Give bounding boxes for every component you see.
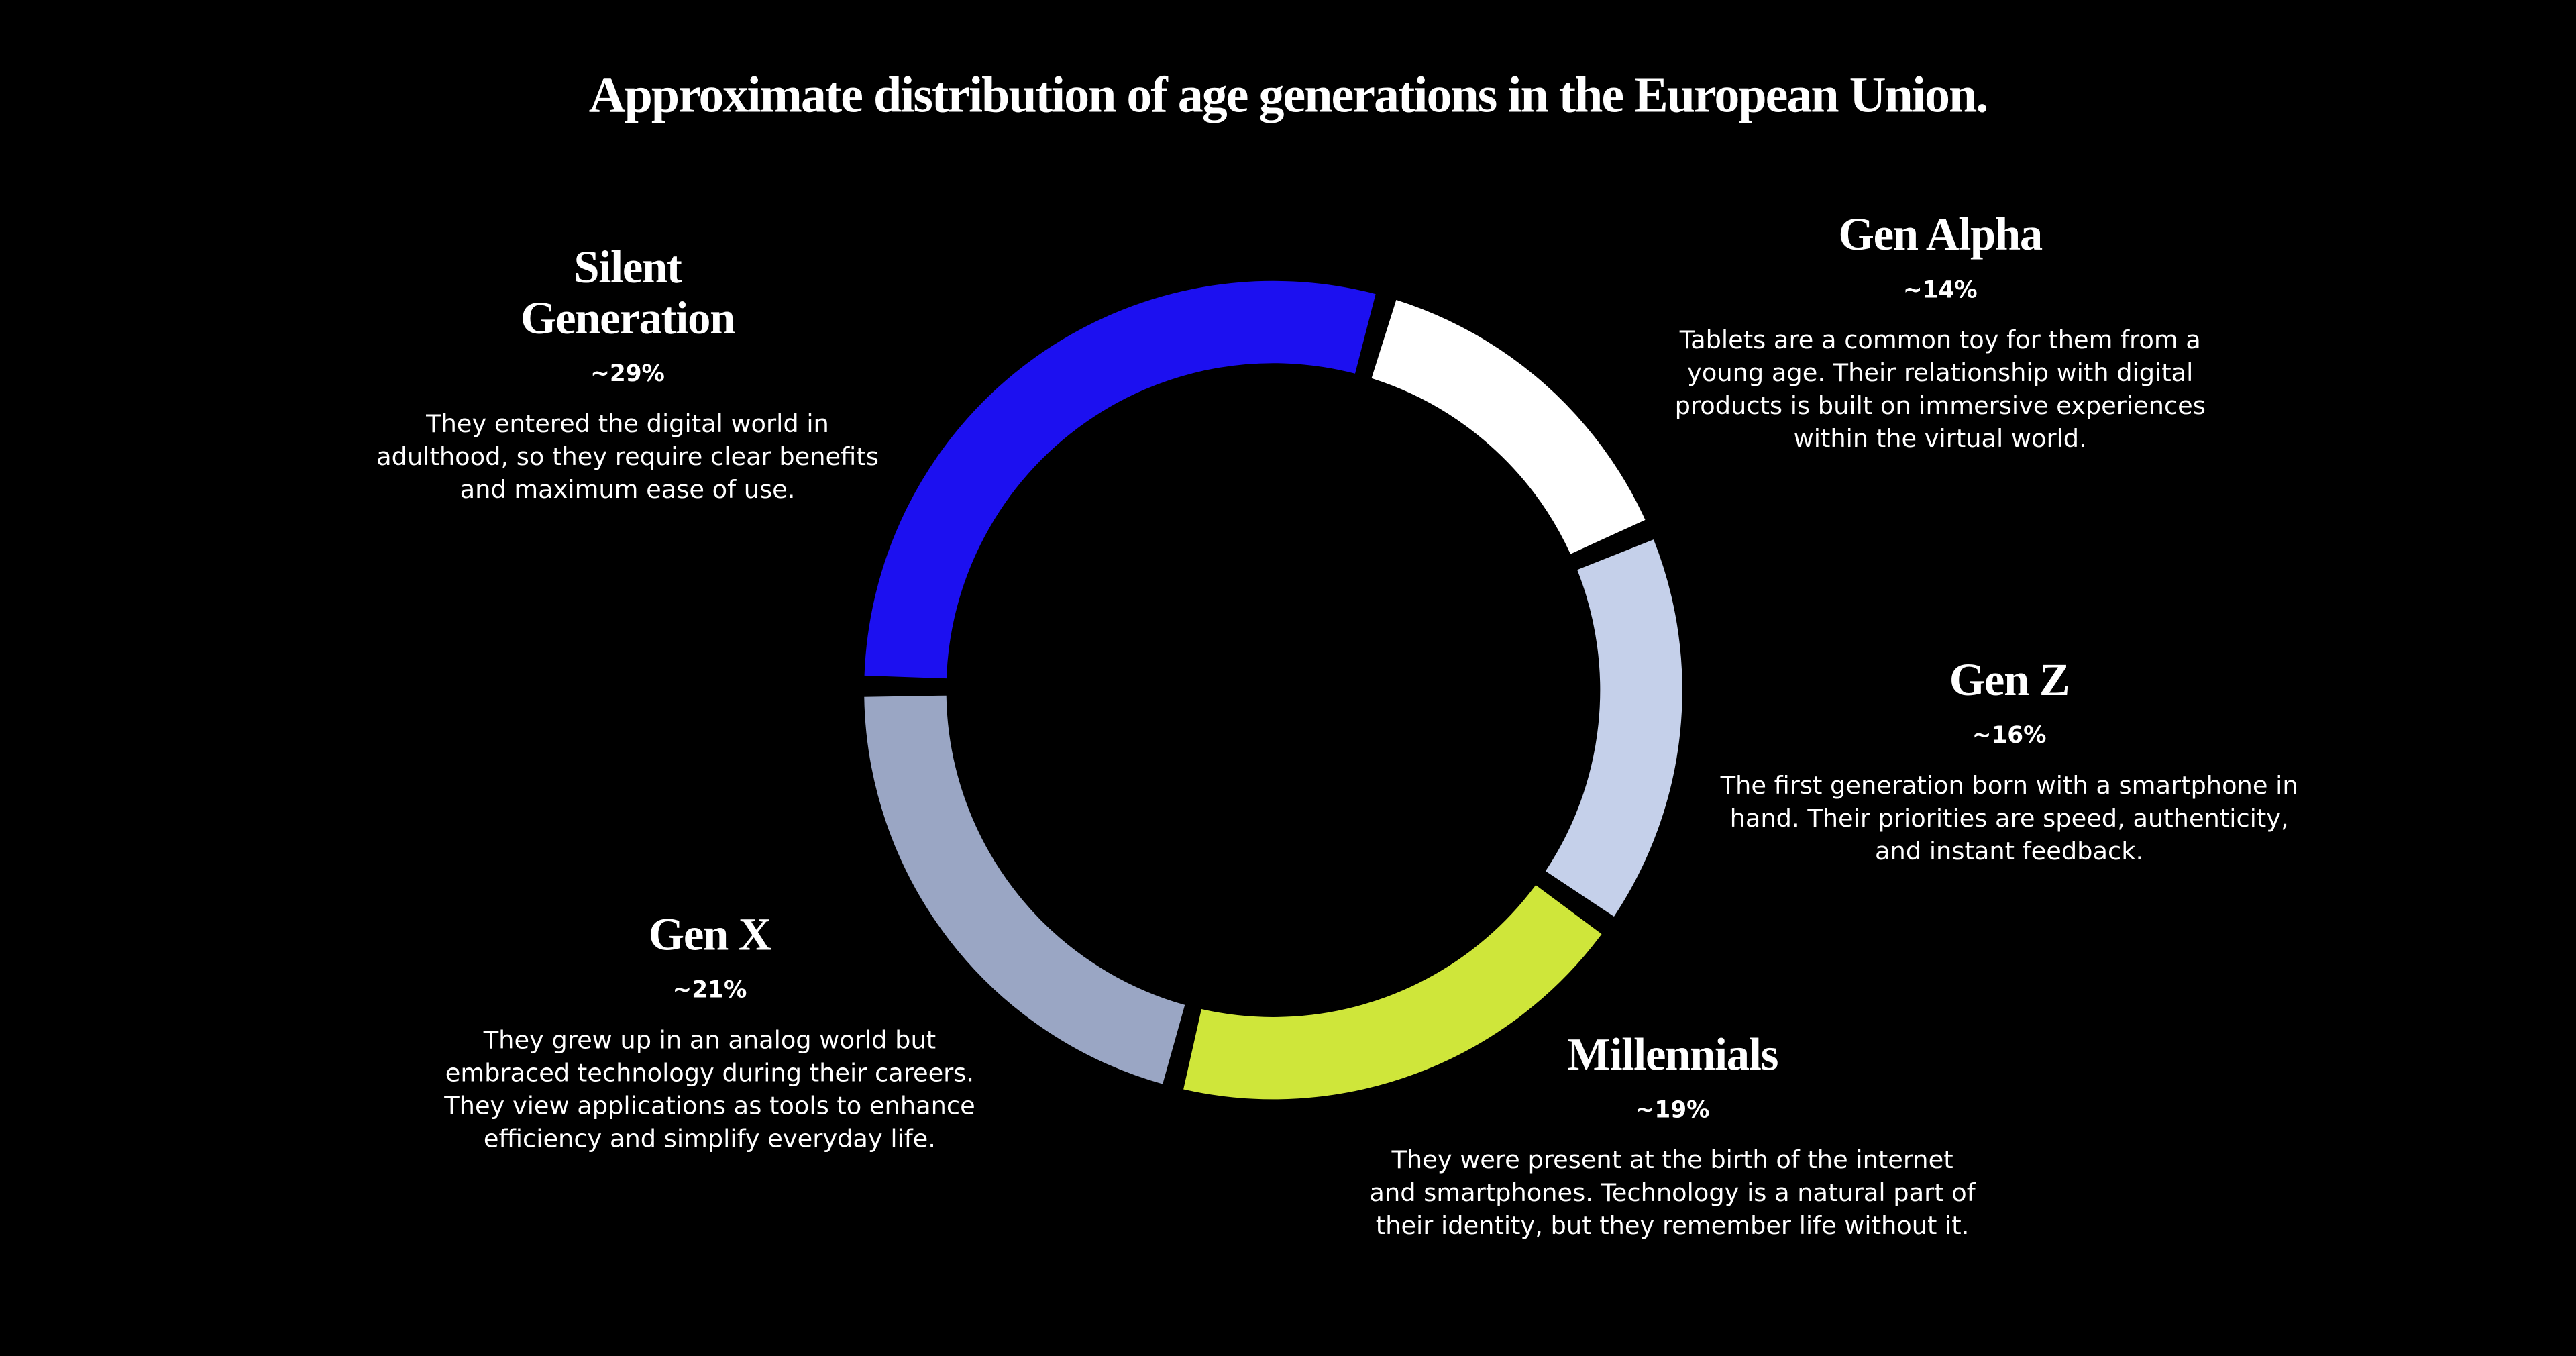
segment-label: Gen Alpha ~14% Tablets are a common toy fo… — [1653, 210, 2228, 455]
description: They grew up in an analog world but embr… — [444, 1025, 975, 1154]
description: They entered the digital world in adulth… — [376, 409, 879, 505]
category-name: Gen X — [648, 910, 772, 961]
value-label: ~14% — [1902, 277, 1978, 305]
description: Tablets are a common toy for them from a… — [1674, 325, 2206, 454]
value-label: ~29% — [590, 361, 665, 388]
donut-segment — [1371, 300, 1646, 555]
segment-label: Millennials ~19% They were present at the … — [1368, 1031, 1976, 1243]
value-label: ~16% — [1972, 723, 2047, 749]
category-name: Millennials — [1566, 1030, 1778, 1082]
description: They were present at the birth of the in… — [1369, 1145, 1976, 1241]
donut-segment — [1545, 539, 1682, 917]
category-name: Silent Generation — [520, 243, 735, 346]
segment-label: Gen X ~21% They grew up in an analog world… — [427, 910, 994, 1155]
category-name: Gen Alpha — [1838, 210, 2043, 262]
segment-label: Silent Generation ~29% They entered the di… — [356, 243, 898, 506]
chart-title: Approximate distribution of age generati… — [588, 65, 1988, 123]
segment-label: Gen Z ~16% The first generation born with … — [1713, 656, 2305, 868]
donut-segment — [864, 695, 1185, 1084]
category-name: Gen Z — [1949, 656, 2070, 707]
value-label: ~19% — [1635, 1097, 1710, 1125]
donut-segment — [1183, 884, 1602, 1100]
value-label: ~21% — [672, 978, 747, 1004]
description: The first generation born with a smartph… — [1720, 770, 2298, 866]
donut-segment — [864, 280, 1376, 679]
